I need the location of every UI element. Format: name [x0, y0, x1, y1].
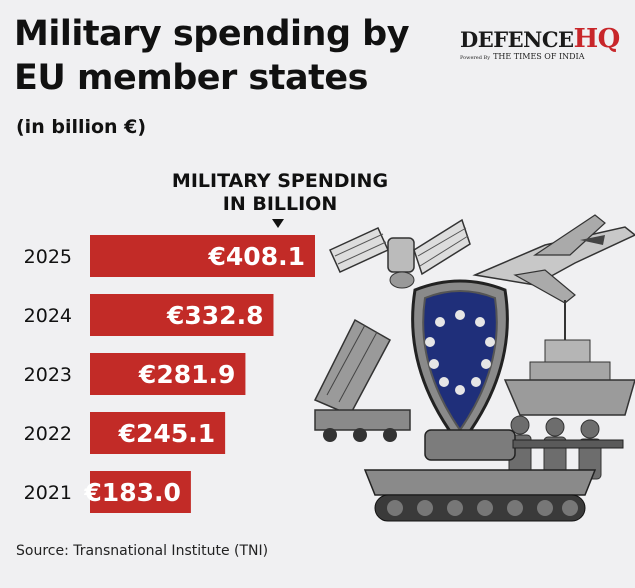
chart-column-header-line2: IN BILLION [222, 193, 338, 215]
category-label-2023: 2023 [24, 364, 72, 386]
brand-logo: DEFENCEHQ Powered By THE TIMES OF INDIA [460, 24, 630, 61]
bar-2023 [90, 353, 246, 395]
brand-powered-by: Powered By [460, 55, 491, 61]
brand-publisher-line: Powered By THE TIMES OF INDIA [460, 52, 630, 61]
chart-title: Military spending by EU member states [14, 14, 410, 98]
satellite-icon [329, 218, 471, 289]
value-label-2022: €245.1 [118, 419, 215, 448]
brand-name-accent: HQ [573, 24, 621, 54]
value-label-2024: €332.8 [166, 301, 263, 330]
chart-column-header: MILITARY SPENDING IN BILLION [150, 170, 410, 216]
bar-2025 [90, 235, 315, 277]
missile-launcher-icon [313, 318, 411, 442]
shield-icon [411, 279, 509, 448]
bar-2021 [90, 471, 191, 513]
brand-name-main: DEFENCE [460, 27, 574, 52]
value-label-2021: €183.0 [83, 478, 180, 507]
bar-2024 [90, 294, 274, 336]
tank-icon [363, 429, 624, 522]
chart-column-header-line1: MILITARY SPENDING [171, 170, 389, 192]
fighter-jet-icon [472, 214, 635, 304]
value-label-2025: €408.1 [208, 242, 305, 271]
military-illustration [313, 214, 635, 522]
bar-2022 [90, 412, 226, 454]
category-label-2022: 2022 [24, 423, 72, 445]
brand-name: DEFENCEHQ [460, 24, 630, 54]
warship-icon [503, 300, 635, 416]
value-label-2023: €281.9 [138, 360, 235, 389]
category-label-2021: 2021 [24, 482, 72, 504]
brand-publisher: THE TIMES OF INDIA [493, 52, 585, 61]
category-label-2025: 2025 [24, 246, 72, 268]
pointer-arrow-icon [272, 219, 284, 228]
chart-subtitle: (in billion €) [16, 116, 147, 138]
source-note: Source: Transnational Institute (TNI) [16, 543, 269, 559]
category-label-2024: 2024 [24, 305, 72, 327]
